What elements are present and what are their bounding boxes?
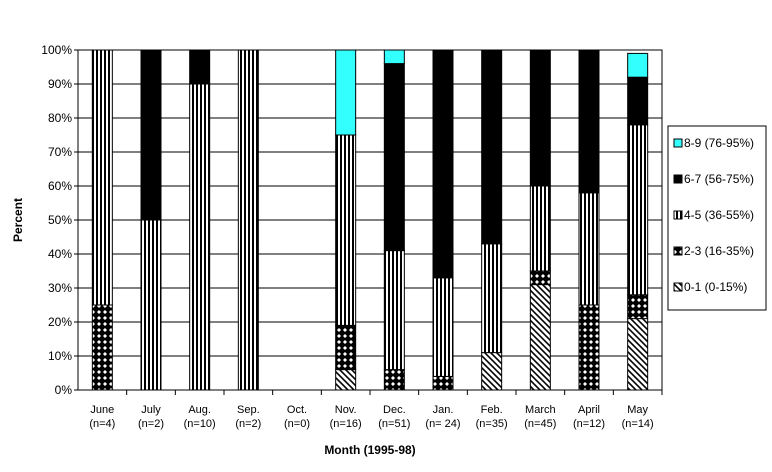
bar-segment-3 (140, 219, 162, 391)
bar-segment-2 (578, 304, 600, 391)
bar-segment-3 (91, 49, 113, 306)
bar-segment-4 (189, 49, 211, 85)
x-tick-label: Nov. (335, 404, 357, 416)
bars (91, 49, 649, 391)
x-tick-sample-size: (n=2) (138, 418, 164, 430)
x-tick-label: Dec. (383, 404, 406, 416)
bar-segment-1 (481, 352, 503, 391)
x-tick-sample-size: (n=2) (235, 418, 261, 430)
gridlines (78, 49, 662, 357)
legend-label: 4-5 (36-55%) (684, 208, 754, 222)
bar-segment-4 (529, 49, 551, 187)
y-tick-label: 40% (48, 247, 72, 261)
x-tick-sample-size: (n=51) (378, 418, 410, 430)
x-axis-title: Month (1995-98) (324, 443, 415, 457)
bar-segment-3 (383, 250, 405, 371)
bar-segment-1 (335, 369, 357, 391)
y-axis-title: Percent (11, 198, 25, 242)
bar-segment-4 (627, 76, 649, 126)
bar-segment-4 (481, 49, 503, 245)
x-tick-label: Sep. (237, 404, 260, 416)
bar-segment-3 (481, 243, 503, 354)
x-tick-label: April (578, 404, 600, 416)
legend-label: 2-3 (16-35%) (684, 244, 754, 258)
x-tick-sample-size: (n=4) (89, 418, 115, 430)
x-tick-sample-size: (n=45) (524, 418, 556, 430)
x-tick-sample-size: (n= 24) (425, 418, 460, 430)
y-tick-label: 90% (48, 77, 72, 91)
x-tick-sample-size: (n=14) (622, 418, 654, 430)
x-tick-sample-size: (n=0) (284, 418, 310, 430)
y-tick-label: 100% (41, 43, 72, 57)
bar-segment-3 (432, 277, 454, 377)
bar-segment-3 (529, 185, 551, 272)
x-tick-label: March (525, 404, 556, 416)
x-tick-label: May (627, 404, 648, 416)
bar-segment-4 (383, 63, 405, 252)
bar-segment-4 (432, 49, 454, 279)
x-tick-sample-size: (n=16) (330, 418, 362, 430)
axes: 0% 10% 20% 30% 40% 50% 60% 70% 80% 90% 100% June (n=… (41, 43, 663, 430)
bar-segment-3 (335, 134, 357, 326)
y-tick-label: 60% (48, 179, 72, 193)
bar-segment-5 (335, 49, 357, 136)
bar-segment-2 (432, 375, 454, 391)
x-tick-sample-size: (n=35) (476, 418, 508, 430)
legend-swatch (673, 174, 683, 184)
legend-swatch (673, 210, 683, 220)
x-tick-label: Feb. (481, 404, 503, 416)
legend-swatch (673, 246, 683, 256)
legend-label: 8-9 (76-95%) (684, 136, 754, 150)
bar-segment-3 (189, 83, 211, 391)
y-tick-label: 80% (48, 111, 72, 125)
y-tick-label: 70% (48, 145, 72, 159)
legend-label: 0-1 (0-15%) (684, 280, 747, 294)
bar-segment-3 (237, 49, 259, 391)
bar-segment-2 (335, 324, 357, 371)
x-tick-label: June (90, 404, 114, 416)
x-tick-sample-size: (n=10) (184, 418, 216, 430)
y-tick-label: 20% (48, 315, 72, 329)
bar-segment-2 (91, 304, 113, 391)
y-tick-label: 30% (48, 281, 72, 295)
bar-segment-1 (627, 318, 649, 391)
bar-segment-2 (627, 294, 649, 320)
bar-segment-5 (383, 49, 405, 65)
legend-box (667, 125, 767, 311)
legend: 8-9 (76-95%) 6-7 (56-75%) 4-5 (36-55%) 2-3 … (667, 125, 767, 311)
y-tick-label: 50% (48, 213, 72, 227)
bar-segment-3 (627, 124, 649, 296)
bar-segment-3 (578, 192, 600, 306)
x-tick-label: Oct. (287, 404, 307, 416)
legend-swatch (673, 282, 683, 292)
bar-segment-5 (627, 52, 649, 78)
x-tick-label: July (141, 404, 161, 416)
x-tick-sample-size: (n=12) (573, 418, 605, 430)
bar-segment-4 (140, 49, 162, 221)
bar-segment-1 (529, 284, 551, 391)
y-tick-label: 10% (48, 349, 72, 363)
x-tick-label: Jan. (433, 404, 454, 416)
bar-segment-2 (383, 369, 405, 391)
legend-swatch (673, 138, 683, 148)
bar-segment-4 (578, 49, 600, 194)
bar-segment-2 (529, 270, 551, 286)
legend-label: 6-7 (56-75%) (684, 172, 754, 186)
y-tick-label: 0% (55, 383, 73, 397)
x-tick-label: Aug. (188, 404, 211, 416)
